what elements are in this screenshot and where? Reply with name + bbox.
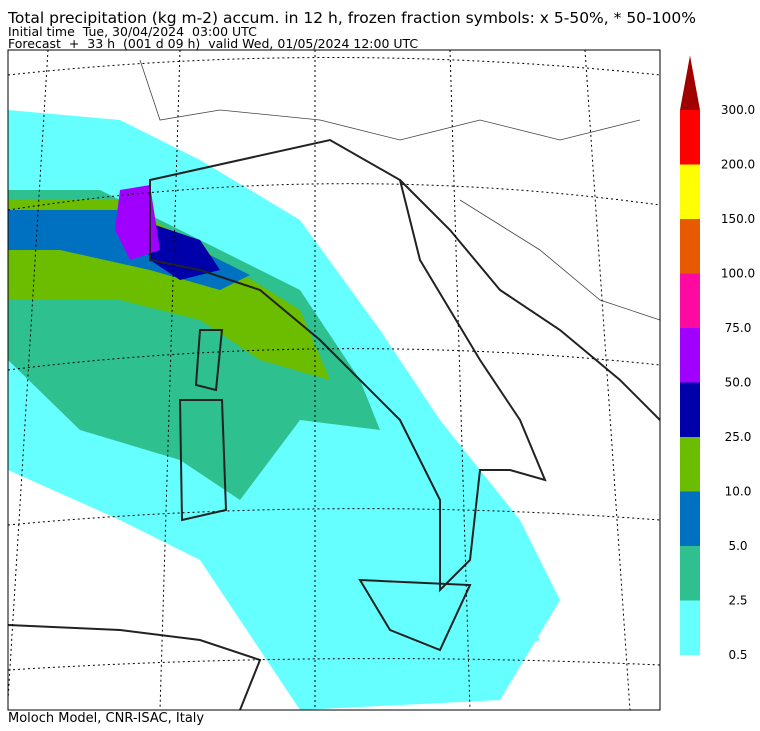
- colorbar-segment: [680, 546, 700, 601]
- colorbar-label: 10.0: [725, 485, 752, 499]
- colorbar-label: 150.0: [721, 212, 755, 226]
- initial-time: Initial time Tue, 30/04/2024 03:00 UTC: [8, 24, 257, 39]
- colorbar-label: 25.0: [725, 430, 752, 444]
- colorbar: 0.5 2.5 5.0 10.0 25.0 50.0 75.0 100.0 150.0 200.0…: [680, 55, 755, 662]
- colorbar-segment: [680, 110, 700, 165]
- colorbar-label: 50.0: [725, 376, 752, 390]
- map: [8, 50, 660, 710]
- colorbar-segment: [680, 600, 700, 655]
- colorbar-label: 0.5: [728, 648, 747, 662]
- colorbar-segment: [680, 273, 700, 328]
- colorbar-segment: [680, 437, 700, 492]
- colorbar-label: 100.0: [721, 267, 755, 281]
- colorbar-label: 5.0: [728, 539, 747, 553]
- forecast-time: Forecast + 33 h (001 d 09 h) valid Wed, …: [8, 36, 418, 51]
- colorbar-label: 300.0: [721, 103, 755, 117]
- footer: Moloch Model, CNR-ISAC, Italy: [8, 711, 204, 726]
- colorbar-segment: [680, 219, 700, 274]
- colorbar-segment: [680, 164, 700, 219]
- colorbar-extend: [680, 55, 700, 110]
- colorbar-segment: [680, 491, 700, 546]
- colorbar-label: 200.0: [721, 158, 755, 172]
- colorbar-label: 2.5: [728, 594, 747, 608]
- colorbar-segment: [680, 382, 700, 437]
- colorbar-segment: [680, 328, 700, 383]
- title: Total precipitation (kg m-2) accum. in 1…: [7, 9, 696, 27]
- colorbar-label: 75.0: [725, 321, 752, 335]
